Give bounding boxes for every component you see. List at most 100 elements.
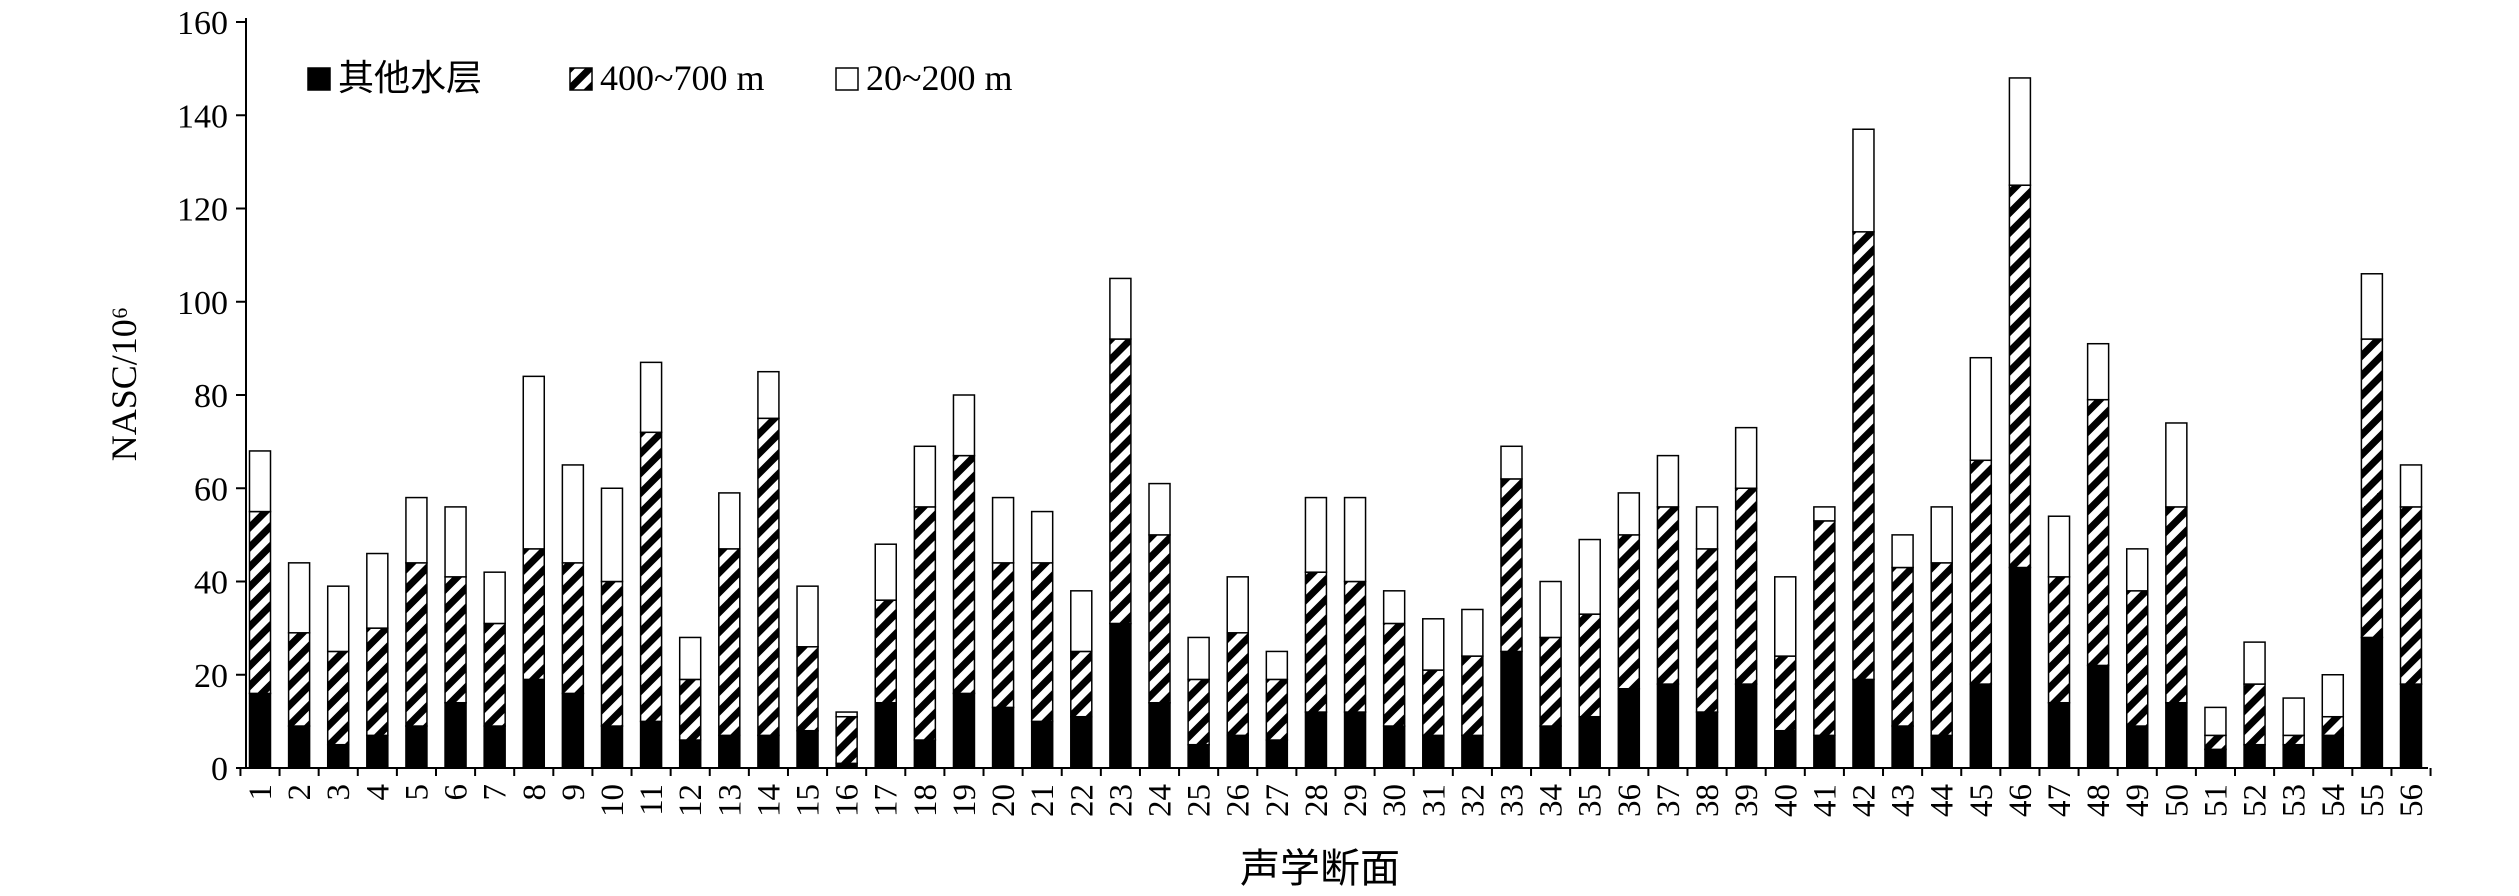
x-tick-label: 22 (1064, 784, 1100, 817)
x-tick-label: 56 (2394, 784, 2430, 817)
x-tick-label: 43 (1886, 784, 1922, 817)
bar-segment (2399, 464, 2423, 508)
bar-segment (522, 548, 546, 681)
legend-swatch (569, 67, 593, 91)
bar-segment (1187, 743, 1210, 769)
x-tick-label: 53 (2277, 784, 2313, 817)
x-tick-label: 20 (986, 784, 1022, 817)
x-tick-label: 17 (869, 784, 905, 817)
bar-segment (444, 506, 467, 578)
bar-segment (1422, 618, 1445, 671)
bar-segment (952, 454, 976, 695)
bar-segment (2243, 743, 2266, 769)
bar-segment (1930, 562, 1953, 737)
bar-segment (2399, 683, 2423, 769)
x-tick-label: 41 (1807, 784, 1843, 817)
bar-segment (1734, 683, 1758, 769)
bar-segment (2321, 674, 2345, 718)
bar-segment (366, 552, 389, 629)
bar-segment (522, 375, 546, 550)
bar-segment (757, 417, 780, 737)
legend-label: 20~200 m (866, 58, 1012, 98)
bar-segment (1891, 566, 1914, 727)
bar-segment (405, 725, 428, 769)
bar-segment (2047, 576, 2071, 704)
y-tick-label: 20 (194, 658, 228, 695)
x-tick-label: 3 (321, 784, 357, 801)
bar-segment (678, 678, 702, 741)
bar-segment (1226, 632, 1249, 737)
bar-segment (952, 394, 976, 457)
bar-segment (1813, 520, 1836, 737)
x-tick-label: 25 (1182, 784, 1218, 817)
bar-segment (1382, 725, 1406, 769)
bar-segment (483, 725, 506, 769)
x-tick-label: 11 (634, 784, 670, 816)
bar-segment (874, 599, 897, 704)
bar-segment (913, 445, 937, 508)
x-tick-label: 51 (2198, 784, 2234, 817)
x-tick-label: 49 (2120, 784, 2156, 817)
bar-segment (796, 729, 819, 769)
y-tick-label: 160 (177, 5, 228, 42)
bar-segment (2086, 342, 2110, 401)
bar-segment (2321, 715, 2345, 737)
x-tick-label: 50 (2159, 784, 2195, 817)
y-tick-label: 60 (194, 471, 228, 508)
bar-segment (718, 734, 741, 769)
bar-segment (444, 576, 467, 704)
bar-segment (2008, 77, 2032, 186)
bar-segment (952, 692, 976, 769)
x-tick-label: 52 (2238, 784, 2274, 817)
bar-segment (1148, 482, 1171, 536)
x-tick-label: 18 (908, 784, 944, 817)
bar-segment (1030, 510, 1054, 564)
bar-segment (1500, 478, 1523, 653)
bar-segment (366, 734, 389, 769)
bar-segment (2282, 697, 2305, 737)
legend-swatch (307, 67, 331, 91)
bar-segment (326, 743, 350, 769)
bar-segment (1226, 576, 1249, 634)
bar-segment (2086, 398, 2110, 667)
bar-segment (2360, 273, 2384, 340)
bar-segment (1578, 538, 1601, 615)
legend-label: 其他水层 (338, 58, 482, 98)
x-tick-label: 24 (1143, 784, 1179, 817)
bar-segment (1382, 590, 1406, 625)
bar-segment (913, 506, 937, 741)
y-tick-label: 120 (177, 192, 228, 229)
x-tick-label: 2 (282, 784, 318, 801)
bar-segment (1109, 622, 1132, 769)
bar-segment (1539, 580, 1562, 639)
bar-segment (287, 562, 311, 634)
bar-segment (1461, 655, 1484, 737)
x-tick-label: 19 (947, 784, 983, 817)
bar-segment (2204, 706, 2227, 737)
legend: 其他水层 400~700 m 20~200 m (307, 58, 1012, 98)
bar-segment (561, 464, 585, 564)
legend-label: 400~700 m (600, 58, 764, 98)
bar-segment (1030, 562, 1054, 723)
bar-segment (1070, 590, 1093, 653)
bar-segment (1539, 636, 1562, 727)
bar-segment (1461, 608, 1484, 657)
x-tick-label: 9 (556, 784, 592, 801)
bar-segment (2243, 641, 2266, 685)
bar-segment (2047, 701, 2071, 769)
x-tick-label: 1 (243, 784, 279, 801)
bar-segment (1969, 459, 1993, 685)
bar-segment (1774, 729, 1797, 769)
x-tick-label: 46 (2003, 784, 2039, 817)
bar-segment (757, 370, 780, 420)
bar-segment (1382, 622, 1406, 727)
y-tick-label: 0 (211, 751, 228, 788)
bar-segment (1734, 487, 1758, 685)
y-tick-label: 140 (177, 98, 228, 135)
bar-segment (1969, 683, 1993, 769)
x-tick-label: 44 (1925, 784, 1961, 817)
bar-segment (1187, 678, 1210, 746)
bar-segment (718, 548, 741, 737)
bar-segment (1969, 356, 1993, 462)
